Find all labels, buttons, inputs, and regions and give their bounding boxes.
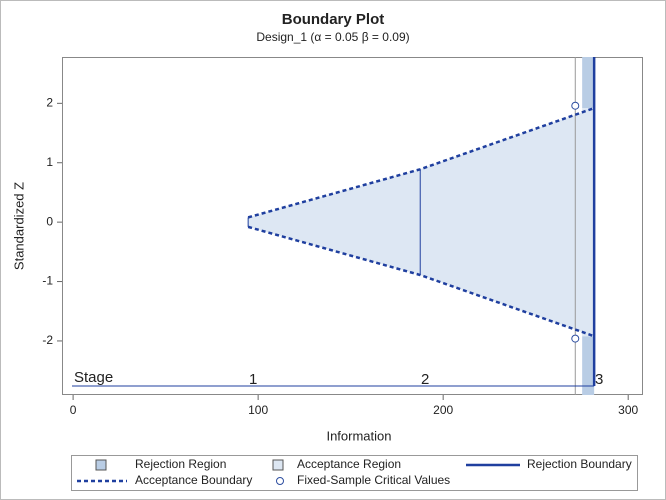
- x-tick-label: 0: [70, 403, 77, 417]
- legend-label: Fixed-Sample Critical Values: [297, 473, 450, 487]
- stage-number: 3: [595, 371, 603, 388]
- x-tick-label: 200: [433, 403, 453, 417]
- legend-box: [71, 455, 638, 491]
- stage-number: 2: [421, 371, 429, 388]
- legend-label: Acceptance Region: [297, 457, 401, 471]
- acceptance-boundary: [247, 225, 595, 338]
- legend-label: Rejection Region: [135, 457, 226, 471]
- acceptance-boundary: [247, 106, 595, 219]
- legend-label: Acceptance Boundary: [135, 473, 252, 487]
- fixed-sample-point: [571, 101, 580, 110]
- legend-marker: [276, 477, 284, 485]
- rejection-region: [582, 336, 595, 395]
- legend-swatch: [272, 459, 284, 471]
- legend-label: Rejection Boundary: [527, 457, 632, 471]
- y-tick-label: -2: [42, 333, 53, 347]
- y-tick-label: -1: [42, 274, 53, 288]
- stage-number: 1: [249, 371, 257, 388]
- acceptance-region: [582, 108, 595, 337]
- rejection-region: [582, 57, 595, 109]
- legend-swatch: [95, 459, 107, 471]
- x-axis-label: Information: [326, 428, 391, 443]
- acceptance-region: [248, 108, 595, 337]
- chart-title: Boundary Plot: [282, 11, 385, 28]
- y-tick-label: 2: [46, 96, 53, 110]
- fixed-sample-point: [571, 334, 580, 343]
- y-axis-label: Standardized Z: [11, 182, 26, 270]
- x-tick-label: 300: [618, 403, 638, 417]
- x-tick-label: 100: [248, 403, 268, 417]
- chart-subtitle: Design_1 (α = 0.05 β = 0.09): [256, 30, 409, 44]
- stage-label: Stage: [74, 369, 113, 386]
- y-tick-label: 0: [46, 214, 53, 228]
- y-tick-label: 1: [46, 155, 53, 169]
- plot-frame: [62, 57, 643, 395]
